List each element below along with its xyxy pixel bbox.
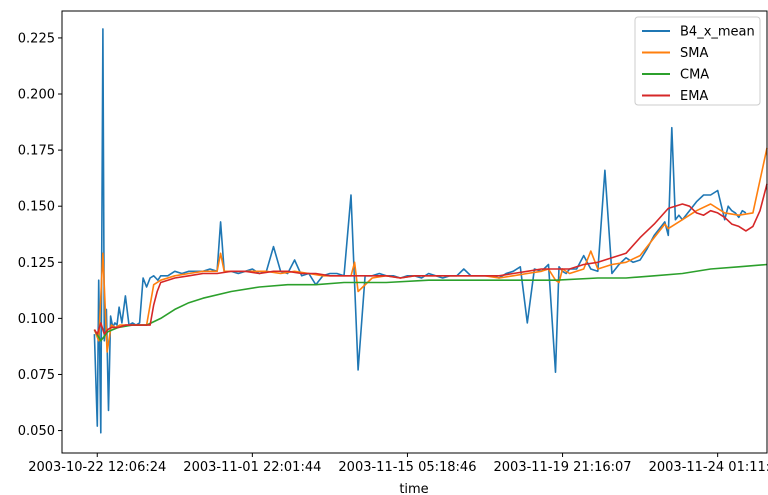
legend: B4_x_mean SMA CMA EMA <box>634 16 761 106</box>
x-tick-label: 2003-11-24 01:11:24 <box>649 460 768 475</box>
y-tick-label: 0.225 <box>18 31 55 46</box>
legend-label-ema: EMA <box>680 89 708 104</box>
legend-label-b4-x-mean: B4_x_mean <box>680 25 755 40</box>
legend-label-cma: CMA <box>680 68 709 83</box>
x-axis-label: time <box>399 482 428 495</box>
y-tick-label: 0.075 <box>18 368 55 383</box>
x-axis-ticks: 2003-10-22 12:06:24 2003-11-01 22:01:44 20… <box>28 453 768 475</box>
y-tick-label: 0.200 <box>18 88 55 103</box>
y-tick-label: 0.150 <box>18 200 55 215</box>
legend-box <box>634 16 761 106</box>
y-axis-ticks: 0.050 0.075 0.100 0.125 0.150 0.175 0.200 0.225 <box>18 31 62 439</box>
x-tick-label: 2003-11-01 22:01:44 <box>183 460 321 475</box>
y-tick-label: 0.125 <box>18 256 55 271</box>
x-tick-label: 2003-11-15 05:18:46 <box>338 460 476 475</box>
y-tick-label: 0.050 <box>18 424 55 439</box>
legend-label-sma: SMA <box>680 46 708 61</box>
y-tick-label: 0.100 <box>18 312 55 327</box>
plot-frame <box>61 10 768 454</box>
series-layer <box>93 28 768 434</box>
y-tick-label: 0.175 <box>18 144 55 159</box>
x-tick-label: 2003-11-19 21:16:07 <box>494 460 632 475</box>
x-tick-label: 2003-10-22 12:06:24 <box>28 460 166 475</box>
series-line-ema <box>93 183 768 335</box>
